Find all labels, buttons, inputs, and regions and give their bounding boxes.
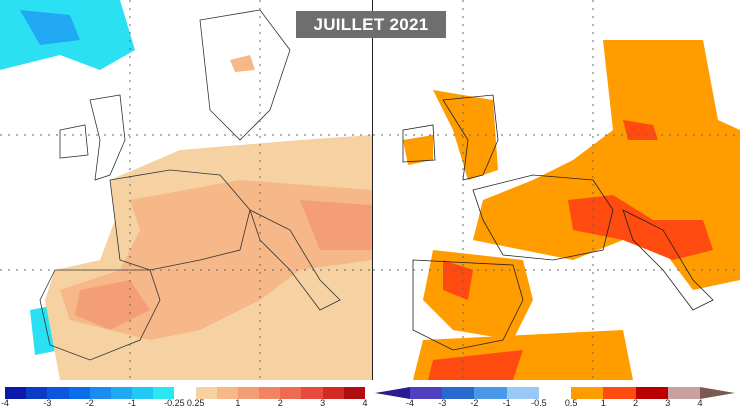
colorbar-segment — [47, 387, 69, 399]
right-colorbar-ticks: -4 -3 -2 -1 -0.5 0.5 1 2 3 4 — [406, 398, 703, 408]
right-colorbar — [410, 387, 700, 399]
tick-label: -0.5 — [531, 398, 547, 408]
colorbar-segment — [237, 387, 260, 399]
colorbar-segment — [301, 387, 323, 399]
colorbar-segment — [110, 387, 133, 399]
left-colorbar-ticks: -4 -3 -2 -1 -0.25 0.25 1 2 3 4 — [1, 398, 368, 408]
colorbar-segment — [343, 387, 365, 399]
tick-label: 3 — [665, 398, 671, 408]
colorbar-segment — [174, 387, 196, 399]
colorbar-segment — [603, 387, 636, 399]
tick-label: -3 — [43, 398, 52, 408]
tick-label: -1 — [502, 398, 511, 408]
tick-label: 4 — [362, 398, 368, 408]
tick-label: -4 — [0, 398, 10, 408]
left-map-graphic — [0, 0, 372, 380]
colorbar-segment — [216, 387, 238, 399]
tick-label: -3 — [438, 398, 447, 408]
colorbar-segment — [538, 387, 572, 399]
left-colorbar — [5, 387, 365, 399]
colorbar-segment — [89, 387, 111, 399]
colorbar-segment — [322, 387, 344, 399]
tick-label: -2 — [470, 398, 479, 408]
low-extension-arrow — [375, 387, 410, 399]
left-anomaly-map — [0, 0, 372, 380]
tick-label: 2 — [633, 398, 639, 408]
colorbar-segment — [635, 387, 668, 399]
high-extension-arrow — [700, 387, 735, 399]
colorbar-segment — [259, 387, 281, 399]
colorbar-segment — [68, 387, 90, 399]
colorbar-segment — [195, 387, 217, 399]
colorbar-segment — [571, 387, 604, 399]
colorbar-segment — [280, 387, 302, 399]
tick-label: 1 — [235, 398, 241, 408]
colorbar-segment — [153, 387, 175, 399]
colorbar-segment — [410, 387, 443, 399]
right-anomaly-map — [373, 0, 740, 380]
colorbar-segment — [26, 387, 48, 399]
tick-label: 0.25 — [186, 398, 205, 408]
tick-label: -2 — [85, 398, 94, 408]
right-map-graphic — [373, 0, 740, 380]
tick-label: -4 — [405, 398, 415, 408]
tick-label: -1 — [128, 398, 137, 408]
map-title: JUILLET 2021 — [296, 11, 446, 38]
colorbar-segment — [132, 387, 154, 399]
tick-label: -0.25 — [164, 398, 185, 408]
colorbar-segment — [5, 387, 27, 399]
tick-label: 2 — [277, 398, 283, 408]
colorbar-segment — [474, 387, 507, 399]
colorbar-segment — [442, 387, 475, 399]
tick-label: 1 — [600, 398, 606, 408]
tick-label: 3 — [320, 398, 326, 408]
panel-divider — [372, 0, 373, 380]
right-colorbar-arrows — [375, 387, 735, 399]
colorbar-segment — [506, 387, 539, 399]
tick-label: 4 — [697, 398, 703, 408]
colorbar-segment — [667, 387, 700, 399]
tick-label: 0.5 — [564, 398, 578, 408]
